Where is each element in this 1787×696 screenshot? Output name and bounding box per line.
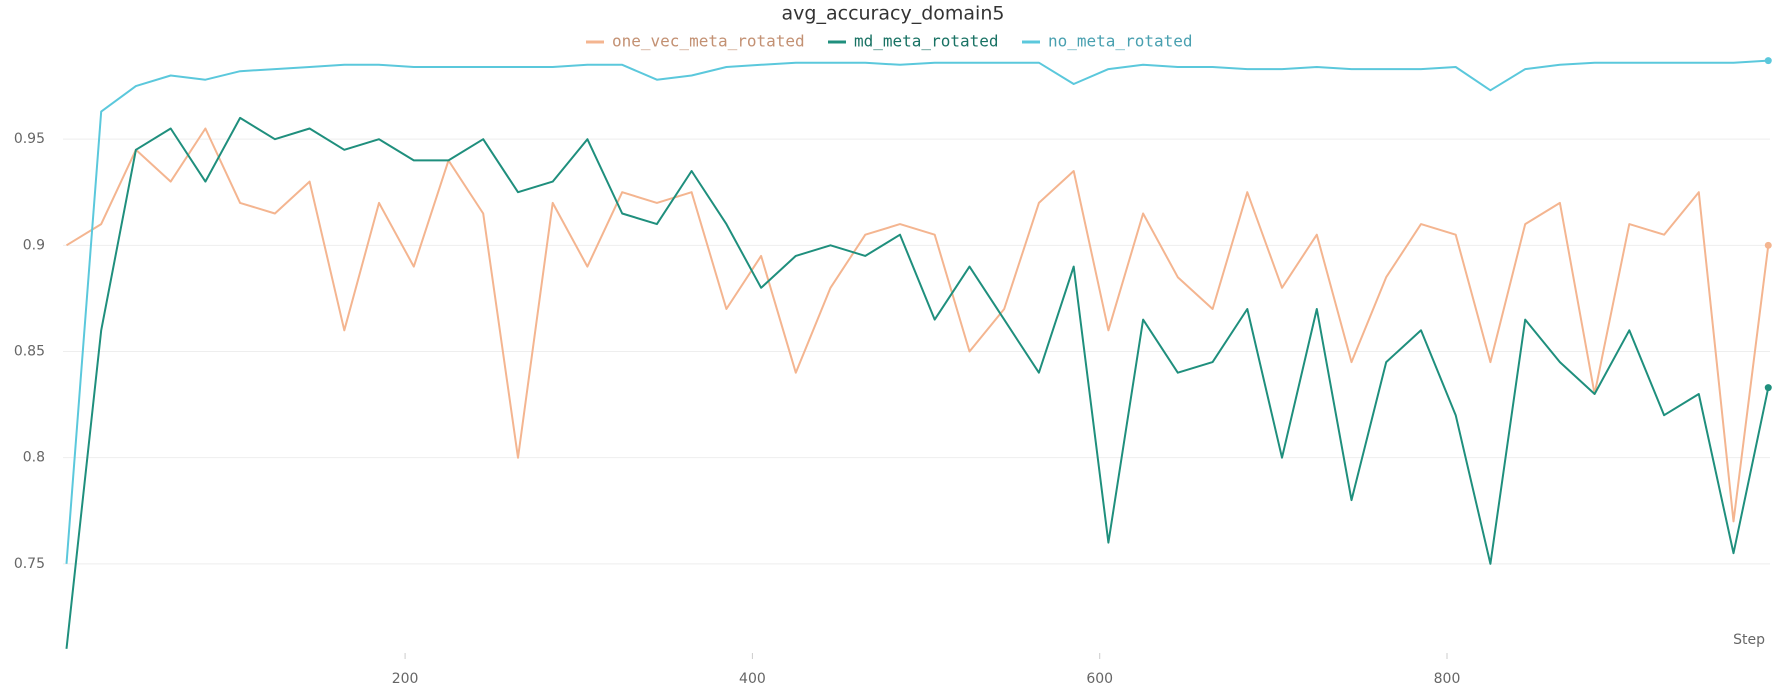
y-tick-label: 0.8 bbox=[23, 450, 45, 466]
y-tick-label: 0.95 bbox=[14, 131, 45, 147]
legend-label: md_meta_rotated bbox=[854, 32, 999, 51]
x-tick-label: 200 bbox=[392, 671, 419, 687]
x-tick-label: 400 bbox=[739, 671, 766, 687]
x-tick-label: 600 bbox=[1086, 671, 1113, 687]
x-axis-label: Step bbox=[1733, 632, 1765, 648]
y-tick-label: 0.85 bbox=[14, 343, 45, 359]
series-line bbox=[65, 59, 1769, 564]
series-line bbox=[65, 127, 1770, 523]
series-line bbox=[65, 116, 1770, 649]
y-tick-label: 0.75 bbox=[14, 556, 45, 572]
legend-label: no_meta_rotated bbox=[1048, 32, 1193, 51]
chart-title: avg_accuracy_domain5 bbox=[782, 3, 1005, 25]
x-tick-label: 800 bbox=[1434, 671, 1461, 687]
y-tick-label: 0.9 bbox=[23, 237, 45, 253]
legend-label: one_vec_meta_rotated bbox=[612, 32, 805, 51]
end-point bbox=[1764, 57, 1772, 65]
end-point bbox=[1764, 384, 1772, 392]
end-point bbox=[1764, 241, 1772, 249]
